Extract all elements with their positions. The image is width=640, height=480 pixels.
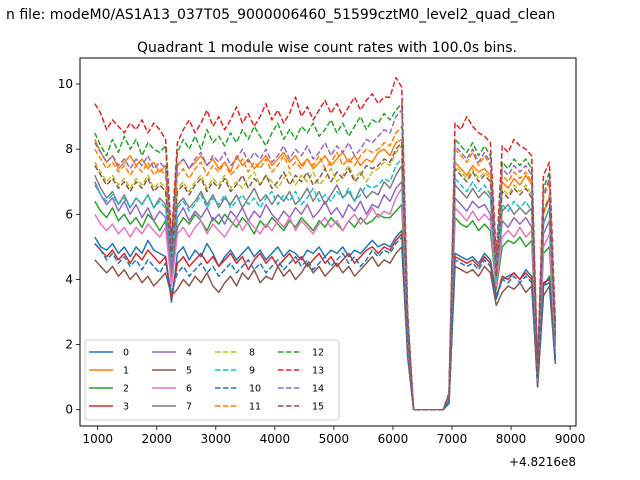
x-tick-label: 1000	[82, 432, 113, 446]
y-tick-label: 6	[65, 207, 73, 221]
x-tick-label: 6000	[378, 432, 409, 446]
x-tick-label: 4000	[260, 432, 291, 446]
series-line-3	[94, 233, 557, 411]
legend-label-1: 1	[123, 366, 129, 377]
figure-suptitle: n file: modeM0/AS1A13_037T05_9000006460_…	[6, 7, 555, 23]
series-line-15	[94, 141, 557, 411]
x-tick-label: 7000	[437, 432, 468, 446]
legend-label-3: 3	[123, 402, 129, 413]
legend-label-14: 14	[312, 384, 324, 395]
legend-label-4: 4	[186, 348, 192, 359]
series-line-2	[94, 200, 557, 411]
legend-label-11: 11	[249, 402, 261, 413]
x-tick-label: 8000	[496, 432, 527, 446]
series-line-6	[94, 187, 557, 411]
y-tick-label: 0	[65, 403, 73, 417]
y-tick-label: 2	[65, 338, 73, 352]
series-line-9	[94, 158, 557, 411]
y-tick-label: 4	[65, 272, 73, 286]
legend-label-0: 0	[123, 348, 129, 359]
legend-label-7: 7	[186, 402, 192, 413]
legend-label-10: 10	[249, 384, 261, 395]
legend-label-8: 8	[249, 348, 255, 359]
legend-label-9: 9	[249, 366, 255, 377]
plot-frame	[79, 57, 577, 427]
y-axis-ticks: 0 2 4 6 8 10	[58, 77, 80, 417]
legend-label-2: 2	[123, 384, 129, 395]
y-tick-label: 10	[58, 77, 73, 91]
series-line-10	[94, 236, 557, 411]
x-tick-label: 5000	[319, 432, 350, 446]
x-tick-label: 2000	[141, 432, 172, 446]
x-tick-label: 3000	[201, 432, 232, 446]
series-lines	[94, 76, 557, 411]
legend-label-6: 6	[186, 384, 192, 395]
y-tick-label: 8	[65, 142, 73, 156]
series-line-4	[94, 181, 557, 411]
series-line-7	[94, 164, 557, 411]
legend-box	[84, 339, 340, 421]
series-line-5	[94, 246, 557, 411]
legend-label-5: 5	[186, 366, 192, 377]
chart-title: Quadrant 1 module wise count rates with …	[137, 40, 517, 56]
legend-label-12: 12	[312, 348, 324, 359]
legend-label-15: 15	[312, 402, 324, 413]
legend-label-13: 13	[312, 366, 324, 377]
x-axis-ticks: 1000 2000 3000 4000 5000 6000 7000 8000 9000	[82, 426, 585, 446]
x-tick-label: 9000	[555, 432, 586, 446]
series-line-14	[94, 109, 557, 411]
x-offset-text: +4.8216e8	[509, 455, 576, 469]
